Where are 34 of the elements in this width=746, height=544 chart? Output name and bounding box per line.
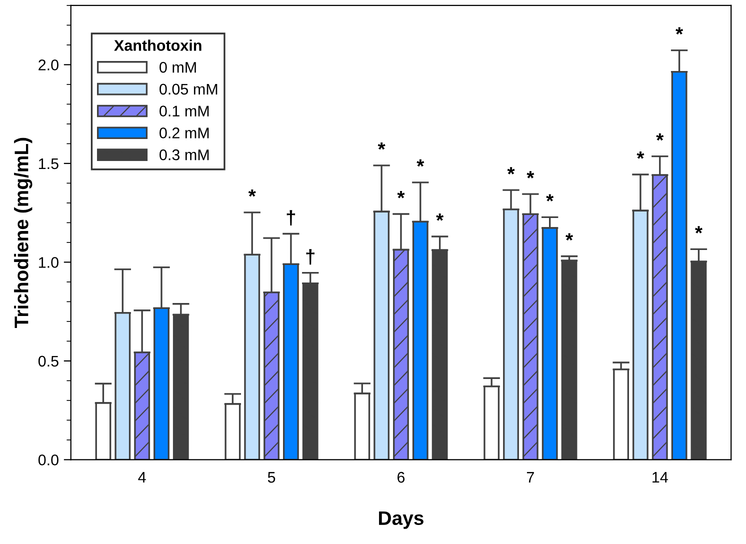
data-label: † [306,249,314,265]
x-axis-title: Days [379,511,424,529]
legend-label: 0.2 mM [160,128,209,138]
data-label: * [507,167,515,174]
data-label: * [656,133,664,141]
x-tick-label: 14 [652,472,668,483]
legend-title: Xanthotoxin [114,40,202,51]
legend-label: 0.05 mM [160,84,218,95]
data-label: * [566,233,574,241]
x-tick-label: 5 [268,472,276,483]
y-axis-title: Trichodiene (mg/mL) [14,138,32,328]
legend-label: 0 mM [160,62,196,73]
data-label: * [397,191,405,198]
data-label: * [436,214,444,221]
y-tick-label: 1.5 [38,158,58,170]
data-label: * [416,159,424,167]
data-label: † [286,210,296,226]
x-tick-label: 4 [138,472,146,483]
legend-label: 0.1 mM [160,106,209,116]
x-tick-label: 7 [526,472,534,483]
data-label: * [676,27,684,35]
data-label: * [546,194,554,202]
data-label: * [248,189,256,197]
data-label: * [378,142,386,150]
data-label: * [526,171,534,178]
data-label: * [694,226,702,234]
y-tick-label: 0.0 [38,454,58,466]
bar [561,260,578,460]
y-tick-label: 1.0 [38,257,58,268]
y-tick-label: 0.5 [38,356,58,367]
y-tick-label: 2.0 [38,60,58,70]
x-tick-label: 6 [398,472,405,483]
data-label: * [636,152,644,159]
legend-label: 0.3 mM [160,149,209,160]
